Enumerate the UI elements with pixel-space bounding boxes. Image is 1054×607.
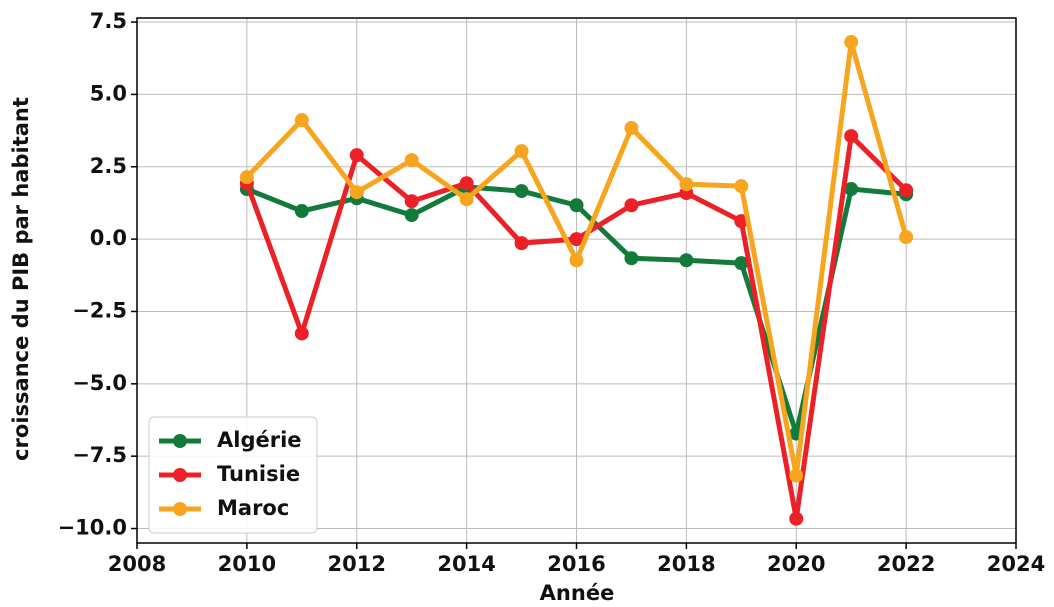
y-tick-label: 0.0 [90, 226, 127, 250]
point [624, 251, 639, 266]
x-tick-label: 2016 [547, 552, 605, 576]
x-tick-label: 2018 [657, 552, 715, 576]
point [569, 232, 584, 247]
point [569, 198, 584, 213]
point [514, 144, 529, 159]
point [899, 183, 914, 198]
y-axis-label: croissance du PIB par habitant [9, 97, 33, 461]
point [734, 256, 749, 271]
legend-label: Tunisie [217, 462, 300, 486]
point [679, 253, 694, 268]
legend-marker [173, 502, 187, 516]
x-tick-label: 2024 [987, 552, 1045, 576]
point [404, 194, 419, 209]
legend: Algérie Tunisie Maroc [148, 416, 318, 534]
point [349, 148, 364, 163]
point [844, 129, 859, 144]
point [789, 511, 804, 526]
point [459, 176, 474, 191]
point [514, 236, 529, 251]
point [844, 35, 859, 50]
y-tick-label: −2.5 [72, 298, 127, 322]
legend-marker [173, 434, 187, 448]
x-tick-label: 2014 [437, 552, 495, 576]
x-tick-label: 2022 [877, 552, 935, 576]
plot-frame [136, 17, 1017, 544]
legend-label: Maroc [217, 496, 289, 520]
point [239, 170, 254, 185]
legend-marker [173, 468, 187, 482]
point [899, 230, 914, 245]
y-tick-label: −5.0 [72, 371, 127, 395]
y-tick-label: −10.0 [58, 516, 127, 540]
x-tick-label: 2008 [108, 552, 166, 576]
point [624, 120, 639, 135]
y-tick-label: 2.5 [90, 154, 127, 178]
point [459, 192, 474, 207]
legend-box [148, 416, 318, 534]
x-tick-label: 2010 [218, 552, 276, 576]
point [844, 182, 859, 197]
point [294, 204, 309, 219]
point [404, 153, 419, 168]
point [294, 326, 309, 341]
point [404, 208, 419, 223]
x-tick-label: 2020 [767, 552, 825, 576]
y-tick-label: −7.5 [72, 443, 127, 467]
y-tick-label: 5.0 [90, 81, 127, 105]
point [679, 177, 694, 192]
x-axis-label: Année [540, 581, 615, 605]
y-tick-label: 7.5 [90, 9, 127, 33]
point [514, 184, 529, 199]
point [624, 198, 639, 213]
point [569, 253, 584, 268]
x-tick-label: 2012 [328, 552, 386, 576]
point [349, 185, 364, 200]
point [734, 179, 749, 194]
legend-label: Algérie [217, 428, 302, 452]
point [789, 468, 804, 483]
point [294, 113, 309, 128]
